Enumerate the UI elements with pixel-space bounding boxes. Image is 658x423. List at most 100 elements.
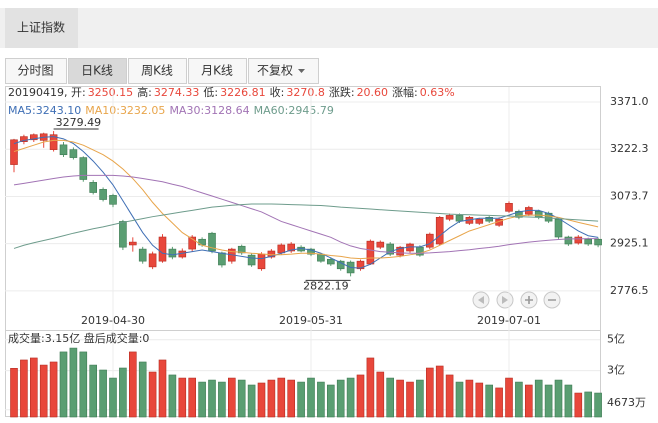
volume-bar	[237, 379, 246, 418]
volume-bar	[69, 347, 78, 418]
nav-controls	[472, 291, 561, 309]
info-label: 高:	[137, 85, 152, 99]
volume-bar	[277, 377, 286, 418]
volume-bar	[505, 377, 513, 418]
candle-body	[129, 241, 137, 246]
candle-body	[218, 252, 226, 266]
candle-body	[99, 189, 107, 200]
volume-bar	[168, 374, 177, 418]
high-label: 3279.49	[56, 116, 102, 129]
info-label: 20190419, 开:	[8, 86, 86, 99]
ma-line	[13, 136, 599, 269]
volume-bar	[178, 377, 187, 418]
info-label: 低:	[203, 86, 218, 99]
info-label: 涨跌:	[329, 85, 355, 99]
legend-entry: MA60:2945.79	[254, 104, 334, 117]
header-title: 上证指数	[17, 20, 65, 35]
volume-bar	[524, 384, 533, 418]
tab-button[interactable]	[188, 58, 247, 84]
candle-body	[396, 246, 404, 256]
ma-line	[13, 203, 599, 249]
y-tick-label: 2925.1	[610, 237, 649, 250]
tab-button[interactable]	[5, 58, 67, 84]
volume-bar	[59, 351, 68, 418]
tab-label: 分时图	[17, 64, 53, 78]
volume-bar	[129, 351, 137, 418]
volume-bar	[119, 367, 127, 418]
candle-body	[515, 210, 523, 218]
candle-body	[584, 238, 593, 245]
volume-bar	[158, 359, 167, 418]
volume-bar	[534, 379, 543, 418]
candle-body	[20, 136, 28, 142]
candle-body	[554, 218, 563, 238]
header-bar	[0, 8, 658, 48]
x-tick-label: 2019-05-31	[279, 314, 343, 327]
info-value: 3226.81	[220, 86, 266, 99]
candle-body	[69, 149, 78, 158]
candle-body	[188, 236, 196, 250]
info-label: 收:	[270, 85, 285, 99]
volume-bar	[594, 392, 602, 418]
candle-body	[208, 232, 216, 252]
candle-body	[59, 144, 68, 156]
candle-body	[435, 217, 444, 245]
tab-button[interactable]	[68, 58, 127, 84]
candle-body	[138, 248, 147, 262]
volume-bar	[544, 384, 553, 418]
volume-bar	[564, 384, 573, 418]
legend-entry: MA5:3243.10	[8, 104, 81, 117]
volume-bar	[584, 391, 593, 418]
volume-bar	[148, 371, 157, 418]
tab-label: 日K线	[81, 64, 113, 78]
volume-bar	[376, 371, 385, 418]
volume-bar	[287, 379, 296, 418]
candle-body	[148, 253, 157, 268]
volume-bar	[198, 381, 206, 418]
candle-body	[89, 182, 97, 193]
candle-body	[376, 241, 385, 248]
volume-bar	[495, 387, 503, 418]
candle-body	[237, 245, 246, 254]
info-value: 3250.15	[88, 86, 134, 99]
header-tab[interactable]	[5, 8, 78, 48]
x-tick-label: 2019-04-30	[81, 314, 145, 327]
volume-bar	[247, 384, 256, 418]
volume-title: 成交量:3.15亿 盘后成交量:0	[8, 331, 149, 345]
volume-bar	[336, 379, 345, 418]
candle-body	[485, 217, 494, 222]
volume-bar	[366, 357, 375, 418]
candle-body	[277, 244, 286, 254]
volume-bar	[89, 364, 97, 418]
volume-bar	[396, 379, 404, 418]
volume-bar	[109, 377, 117, 418]
legend-entry: MA10:3232.05	[85, 104, 165, 117]
volume-bar	[49, 361, 58, 418]
candle-body	[574, 236, 583, 244]
volume-bar	[445, 374, 454, 418]
zoom-signs	[525, 296, 556, 304]
candle-body	[366, 240, 375, 265]
volume-bar	[297, 381, 305, 418]
candle-body	[119, 221, 127, 248]
ma-line	[13, 174, 599, 254]
candle-body	[455, 215, 464, 222]
tab-button[interactable]	[248, 58, 319, 84]
candle-body	[356, 260, 365, 270]
info-line: 20190419, 开: 3250.15 高: 3274.33 低: 3226.81 收: 3…	[8, 85, 455, 99]
candle-body	[257, 253, 266, 270]
candle-body	[10, 139, 18, 165]
volume-bar	[218, 381, 226, 418]
info-value: 20.60	[357, 86, 389, 99]
volume-bar	[307, 377, 315, 418]
info-value: 3274.33	[154, 86, 200, 99]
candle-body	[49, 134, 58, 150]
candle-body	[168, 248, 177, 258]
volume-bar	[455, 381, 464, 418]
volume-bar	[406, 381, 414, 418]
candle-body	[247, 254, 256, 266]
candle-body	[386, 243, 395, 255]
y2-tick-label: 4673万	[607, 396, 646, 409]
tab-button[interactable]	[128, 58, 187, 84]
volume-bar	[267, 379, 276, 418]
